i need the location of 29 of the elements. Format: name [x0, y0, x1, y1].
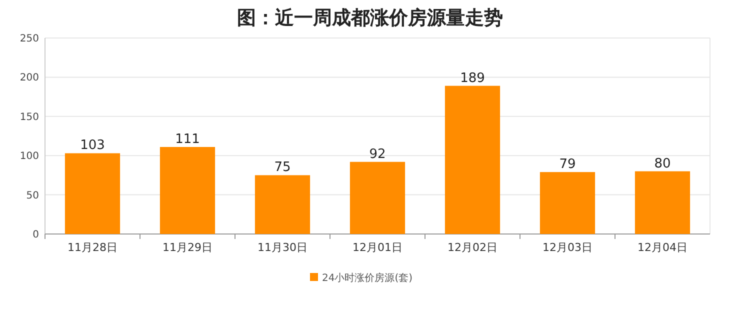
data-label: 111	[175, 132, 200, 147]
bar	[634, 171, 690, 234]
y-tick-label: 200	[20, 72, 39, 84]
y-tick-label: 100	[20, 151, 39, 162]
x-tick-label: 12月01日	[352, 241, 402, 254]
bar	[160, 146, 216, 234]
y-tick-label: 250	[20, 34, 39, 44]
x-tick-label: 11月28日	[68, 241, 118, 254]
bar	[444, 86, 500, 234]
data-label: 92	[369, 146, 386, 162]
bar	[64, 153, 120, 234]
y-tick-label: 0	[32, 230, 39, 240]
x-tick-label: 12月02日	[448, 241, 498, 254]
bar	[254, 175, 310, 234]
data-label: 80	[654, 156, 671, 172]
data-label: 103	[80, 138, 105, 154]
chart-title: 图：近一周成都涨价房源量走势	[237, 7, 503, 29]
x-tick-label: 11月29日	[162, 241, 212, 254]
bar	[540, 172, 596, 234]
data-label: 189	[460, 70, 485, 86]
x-tick-label: 11月30日	[258, 241, 308, 254]
x-tick-label: 12月04日	[638, 241, 688, 254]
y-tick-label: 150	[20, 112, 39, 123]
legend-label: 24小时涨价房源(套)	[322, 272, 413, 284]
data-label: 79	[559, 157, 576, 172]
bar	[350, 162, 406, 234]
y-tick-label: 50	[26, 190, 39, 202]
x-tick-label: 12月03日	[542, 241, 592, 254]
data-label: 75	[274, 160, 291, 176]
